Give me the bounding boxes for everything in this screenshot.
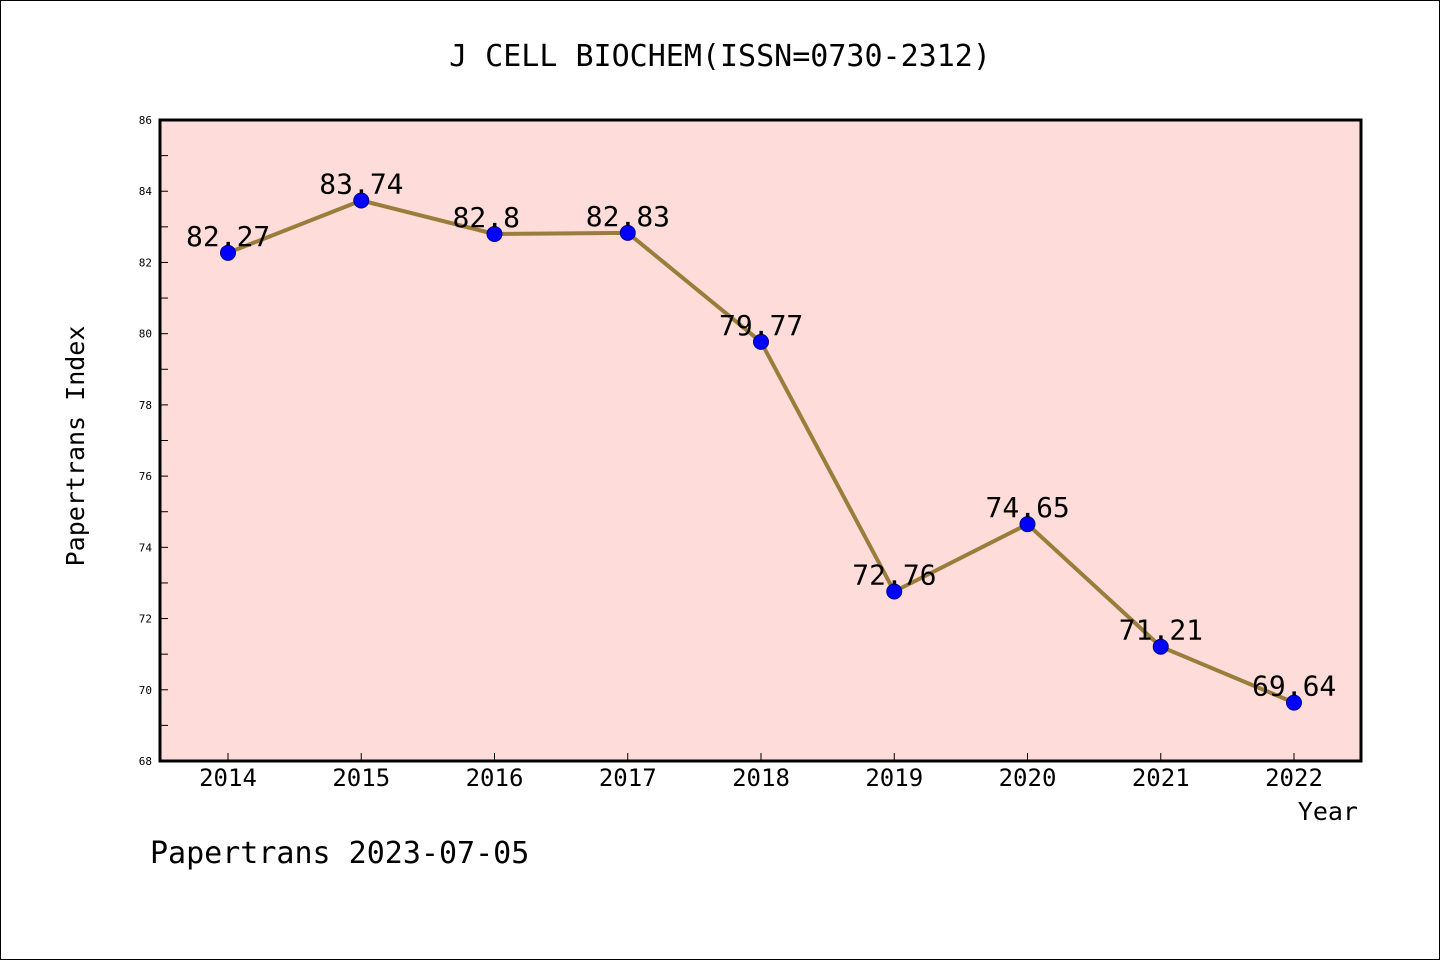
data-point (619, 224, 636, 241)
data-labels: 82.27 83.74 82.8 82.83 79.77 72.76 74.65 71.21 6… (186, 167, 1336, 702)
y-tick-label: 76 (139, 470, 152, 483)
y-tick-label: 68 (139, 755, 152, 768)
y-axis-label: Papertrans Index (61, 326, 90, 567)
data-point (1019, 516, 1036, 533)
x-tick-label: 2017 (599, 764, 657, 792)
data-label: 69.64 (1252, 670, 1336, 703)
data-label: 71.21 (1119, 614, 1203, 647)
plot-area (160, 120, 1361, 761)
data-point (220, 244, 236, 261)
x-tick-label: 2019 (865, 764, 923, 792)
chart-title: J CELL BIOCHEM(ISSN=0730-2312) (449, 39, 991, 74)
x-tick-label: 2018 (732, 764, 790, 792)
y-tick-label: 70 (139, 684, 152, 697)
y-tick-label: 86 (139, 114, 152, 127)
data-point (1152, 638, 1169, 655)
data-label: 83.74 (319, 167, 403, 200)
data-point (753, 333, 769, 350)
data-label: 72.76 (852, 558, 936, 591)
y-tick-label: 72 (139, 613, 152, 626)
x-tick-label: 2015 (332, 764, 390, 792)
data-point (886, 583, 903, 600)
plot-border (158, 118, 1363, 763)
y-tick-label: 82 (139, 256, 152, 269)
x-tick-label: 2016 (466, 764, 524, 792)
x-tick-label: 2014 (199, 764, 257, 792)
y-tick-label: 80 (139, 328, 152, 341)
data-label: 82.83 (586, 200, 670, 233)
data-label: 74.65 (986, 491, 1070, 524)
data-point (486, 225, 503, 242)
data-label: 79.77 (719, 309, 803, 342)
footer-text: Papertrans 2023-07-05 (150, 836, 529, 871)
x-tick-label: 2022 (1265, 764, 1323, 792)
x-axis-label: Year (1298, 797, 1358, 826)
data-label: 82.8 (453, 201, 520, 234)
data-label: 82.27 (186, 220, 270, 253)
x-axis-ticks: 2014 2015 2016 2017 2018 2019 2020 2021 2022 (199, 753, 1323, 792)
x-tick-label: 2020 (999, 764, 1057, 792)
y-tick-label: 84 (139, 185, 153, 198)
data-point (353, 192, 370, 209)
x-tick-label: 2021 (1132, 764, 1190, 792)
y-tick-label: 78 (139, 399, 152, 412)
y-tick-label: 74 (139, 541, 153, 554)
data-points (220, 192, 1302, 711)
data-point (1286, 694, 1302, 711)
